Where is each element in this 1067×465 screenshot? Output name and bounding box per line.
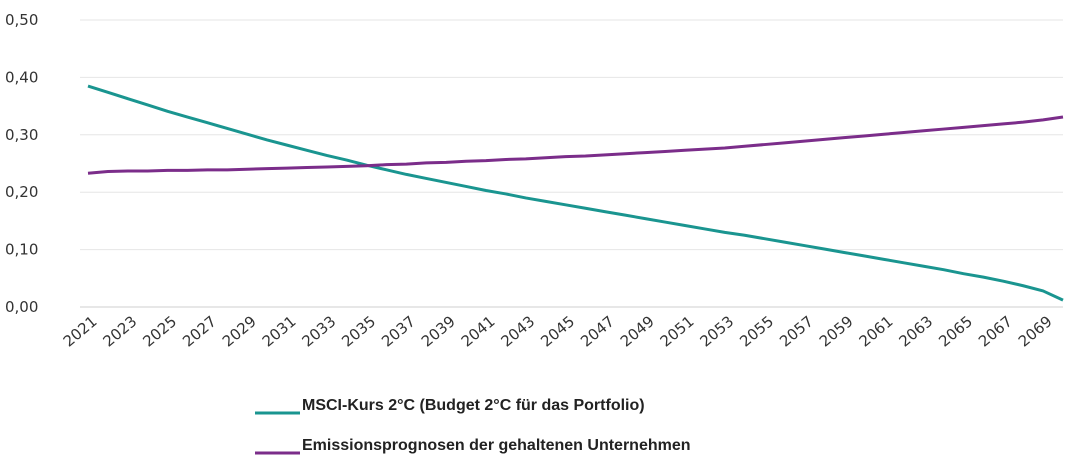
x-tick-label: 2039 xyxy=(418,312,459,350)
x-tick-label: 2061 xyxy=(856,312,897,350)
x-tick-label: 2069 xyxy=(1015,312,1056,350)
x-tick-label: 2023 xyxy=(100,312,141,350)
y-tick-label: 0,20 xyxy=(5,183,38,201)
x-tick-label: 2049 xyxy=(617,312,658,350)
x-tick-label: 2021 xyxy=(60,312,101,350)
x-tick-label: 2057 xyxy=(776,312,817,350)
x-tick-label: 2037 xyxy=(378,312,419,350)
x-tick-label: 2059 xyxy=(816,312,857,350)
x-tick-label: 2055 xyxy=(736,312,777,350)
x-tick-label: 2047 xyxy=(577,312,618,350)
y-tick-label: 0,30 xyxy=(5,126,38,144)
x-tick-label: 2043 xyxy=(498,312,539,350)
x-tick-label: 2041 xyxy=(458,312,499,350)
x-tick-label: 2053 xyxy=(696,312,737,350)
x-tick-label: 2027 xyxy=(179,312,220,350)
x-tick-label: 2025 xyxy=(139,312,180,350)
x-tick-label: 2031 xyxy=(259,312,300,350)
legend-label: Emissionsprognosen der gehaltenen Untern… xyxy=(302,437,691,454)
x-tick-label: 2033 xyxy=(299,312,340,350)
x-tick-label: 2063 xyxy=(895,312,936,350)
y-tick-label: 0,40 xyxy=(5,68,38,86)
x-tick-label: 2045 xyxy=(537,312,578,350)
series-line xyxy=(87,84,1064,302)
x-tick-label: 2065 xyxy=(935,312,976,350)
y-tick-label: 0,10 xyxy=(5,241,38,259)
y-tick-label: 0,50 xyxy=(5,11,38,29)
x-tick-label: 2067 xyxy=(975,312,1016,350)
x-tick-label: 2035 xyxy=(338,312,379,350)
series-line xyxy=(87,115,1064,175)
y-tick-label: 0,00 xyxy=(5,298,38,316)
x-tick-label: 2051 xyxy=(657,312,698,350)
legend-label: MSCI-Kurs 2°C (Budget 2°C für das Portfo… xyxy=(302,397,645,414)
x-tick-label: 2029 xyxy=(219,312,260,350)
